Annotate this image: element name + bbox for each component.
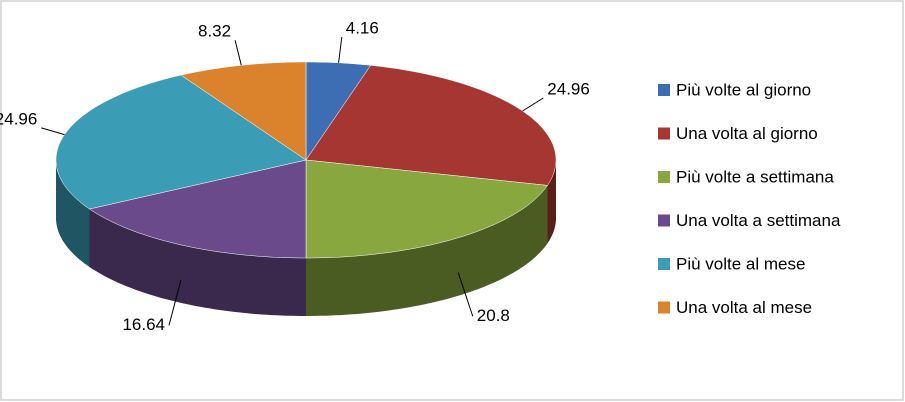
legend-label: Più volte al mese (676, 254, 805, 273)
leader-line (338, 37, 343, 63)
legend-swatch (658, 84, 670, 96)
pie-slice (88, 159, 307, 259)
legend-label: Una volta a settimana (676, 211, 841, 230)
legend-swatch (658, 258, 670, 270)
slice-side (547, 160, 556, 244)
pie-slice (180, 61, 307, 161)
legend-swatch (658, 214, 670, 227)
leader-line (234, 40, 242, 66)
leader-line (168, 279, 182, 326)
legend-swatch (658, 301, 670, 314)
data-label: 20.8 (477, 306, 510, 325)
data-label: 24.96 (0, 109, 37, 128)
leader-line (457, 272, 474, 317)
legend-label: Più volte al giorno (676, 80, 811, 99)
legend-swatch (658, 171, 670, 183)
leader-line (522, 97, 544, 112)
pie-slice (305, 159, 548, 259)
pie-slice (55, 74, 307, 210)
legend-label: Una volta al giorno (676, 124, 818, 143)
slice-side (306, 185, 548, 316)
slice-side (56, 160, 90, 267)
legend-label: Più volte a settimana (676, 167, 834, 186)
data-label: 8.32 (198, 22, 231, 41)
leader-line (41, 127, 65, 136)
slice-side (89, 209, 306, 316)
data-label: 4.16 (346, 19, 379, 38)
legend-swatch (658, 127, 670, 140)
data-label: 16.64 (122, 315, 165, 334)
legend-label: Una volta al mese (676, 298, 812, 317)
data-label: 24.96 (547, 79, 590, 98)
